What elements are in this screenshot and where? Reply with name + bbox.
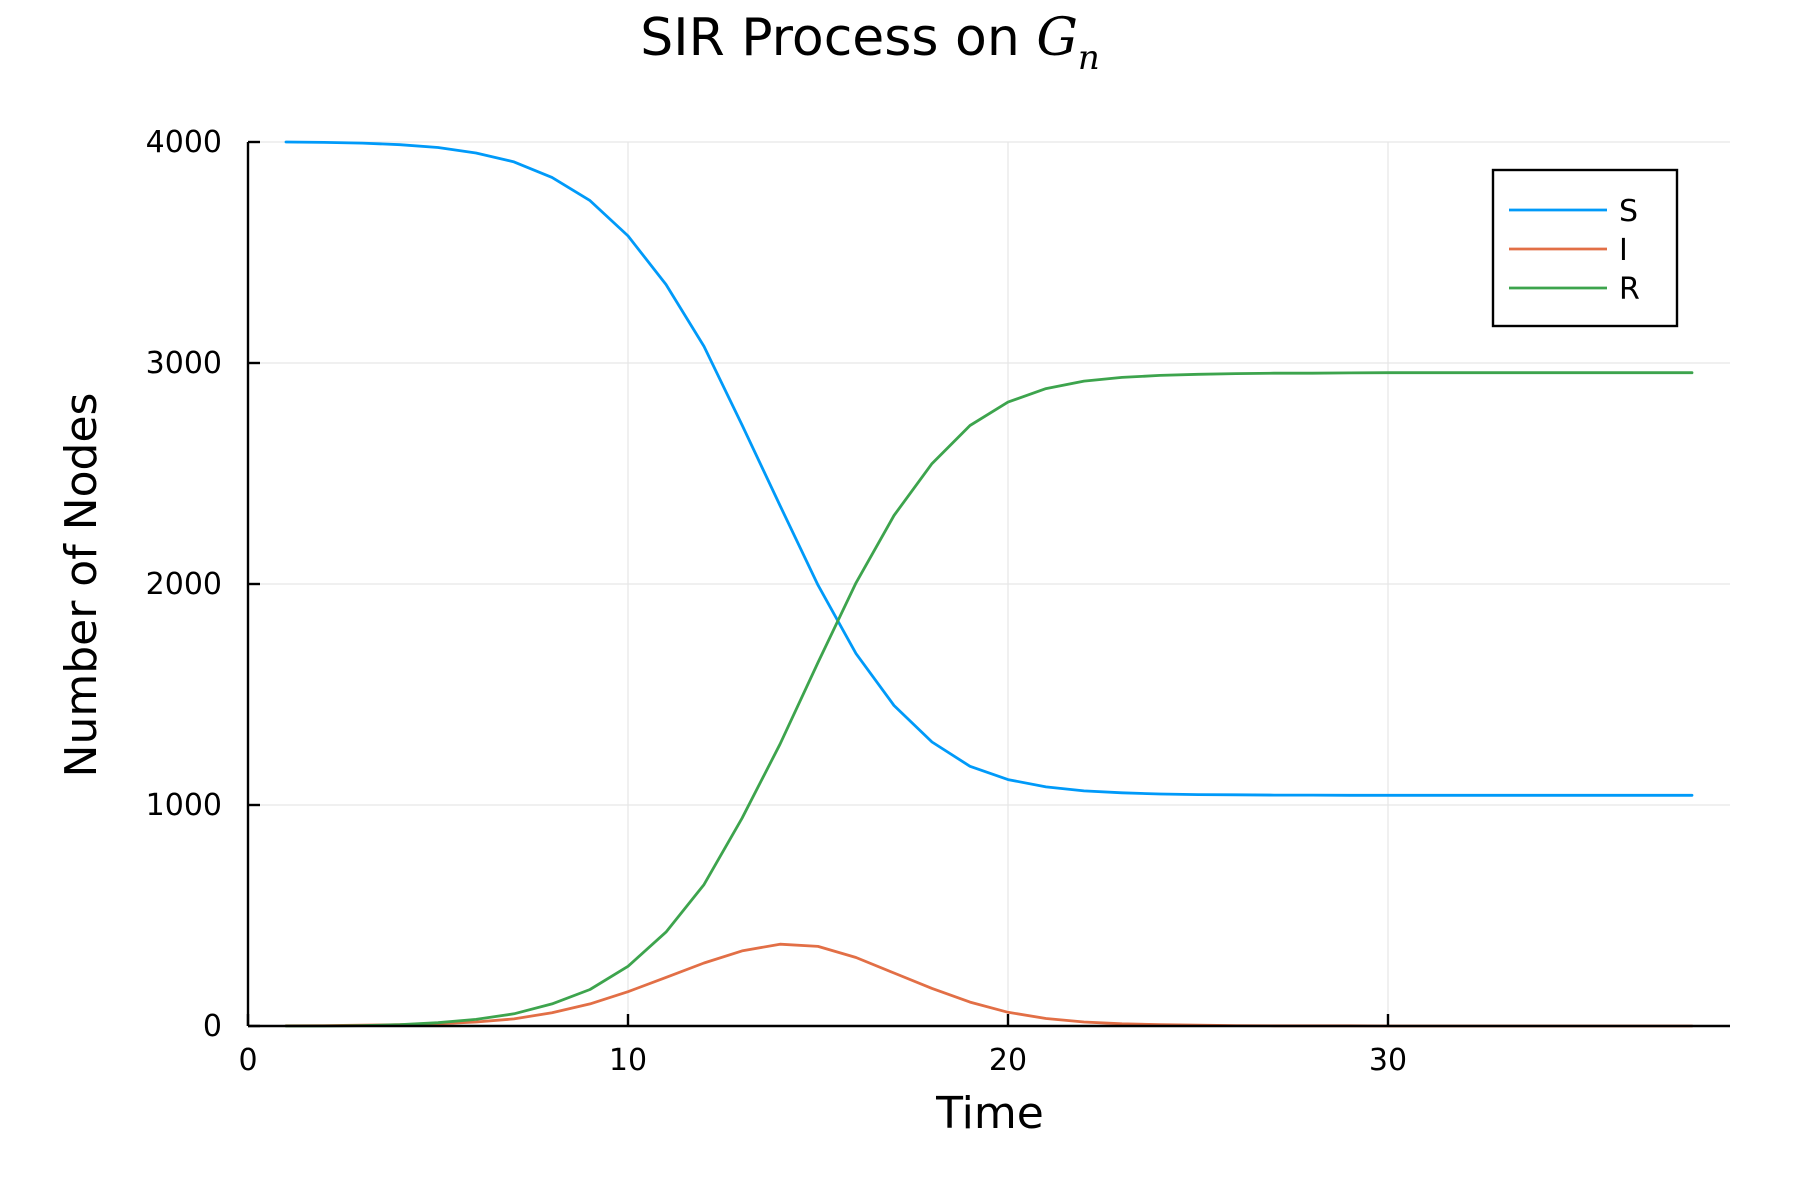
legend-label-s: S <box>1619 194 1638 229</box>
y-axis-label: Number of Nodes <box>56 393 107 778</box>
y-tick-label: 0 <box>203 1009 222 1044</box>
y-tick-label: 1000 <box>146 788 222 823</box>
chart-title-subscript: n <box>1078 38 1100 78</box>
chart-title-math: G <box>1036 8 1078 68</box>
x-axis-label: Time <box>935 1088 1044 1139</box>
series-line-s <box>284 140 1694 797</box>
legend-label-i: I <box>1619 233 1628 268</box>
y-tick-label: 2000 <box>146 567 222 602</box>
ticks: 0 10 20 30 0 1000 2000 3000 4000 <box>146 125 1407 1078</box>
legend-label-r: R <box>1619 272 1640 307</box>
series-line-r <box>284 371 1694 1028</box>
x-tick-label: 10 <box>609 1043 647 1078</box>
legend: SIR <box>1491 168 1679 328</box>
y-tick-label: 3000 <box>146 346 222 381</box>
chart-title: SIR Process on Gn <box>640 8 1100 78</box>
series-line-i <box>284 942 1694 1028</box>
x-tick-label: 30 <box>1369 1043 1407 1078</box>
x-tick-label: 20 <box>989 1043 1027 1078</box>
chart-title-text: SIR Process on <box>640 8 1036 68</box>
y-tick-label: 4000 <box>146 125 222 160</box>
x-tick-label: 0 <box>238 1043 257 1078</box>
